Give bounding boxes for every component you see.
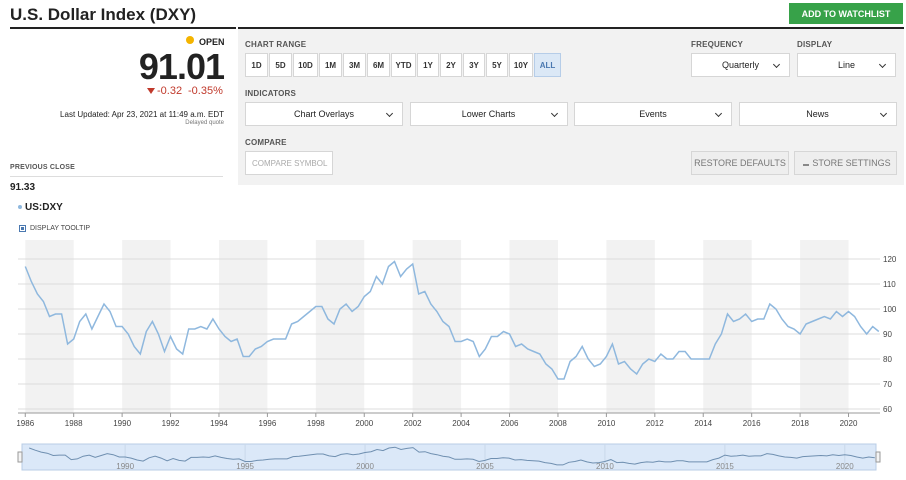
range-button[interactable]: 3M — [343, 53, 366, 77]
y-tick-label: 120 — [883, 255, 897, 264]
last-updated: Last Updated: Apr 23, 2021 at 11:49 a.m.… — [60, 110, 224, 119]
range-button[interactable]: 2Y — [440, 53, 462, 77]
change: -0.32 — [157, 85, 183, 97]
divider — [10, 176, 223, 177]
y-tick-label: 100 — [883, 305, 897, 314]
y-tick-label: 80 — [883, 355, 892, 364]
y-tick-label: 90 — [883, 330, 892, 339]
x-tick-label: 2000 — [355, 419, 373, 428]
x-tick-label: 1992 — [162, 419, 180, 428]
x-tick-label: 2016 — [743, 419, 761, 428]
navigator-tick-label: 2000 — [356, 462, 374, 471]
range-button[interactable]: 1Y — [417, 53, 439, 77]
frequency-dropdown[interactable]: Quarterly — [691, 53, 790, 77]
range-button[interactable]: 3Y — [463, 53, 485, 77]
x-tick-label: 1996 — [259, 419, 277, 428]
frequency-label: FREQUENCY — [691, 40, 744, 49]
x-tick-label: 1998 — [307, 419, 325, 428]
tooltip-toggle[interactable]: DISPLAY TOOLTIP — [30, 225, 91, 232]
navigator-line — [29, 446, 875, 466]
x-tick-label: 2012 — [646, 419, 664, 428]
navigator-tick-label: 2015 — [716, 462, 734, 471]
range-button[interactable]: 5D — [269, 53, 292, 77]
indicator-dropdown[interactable]: News — [738, 102, 897, 126]
band — [25, 240, 74, 413]
sun-icon — [186, 36, 194, 44]
x-tick-label: 1988 — [65, 419, 83, 428]
download-icon — [803, 158, 809, 166]
band — [122, 240, 171, 413]
watchlist-button[interactable]: ADD TO WATCHLIST — [789, 3, 903, 24]
band — [800, 240, 849, 413]
down-arrow — [147, 88, 155, 94]
band — [218, 240, 268, 413]
range-button[interactable]: 10Y — [509, 53, 533, 77]
compare-input[interactable]: COMPARE SYMBOL — [245, 151, 333, 175]
x-tick-label: 2008 — [549, 419, 567, 428]
chart-range-label: CHART RANGE — [245, 40, 307, 49]
range-button[interactable]: YTD — [391, 53, 416, 77]
divider — [238, 27, 904, 29]
x-tick-label: 1994 — [210, 419, 228, 428]
navigator-handle — [875, 451, 881, 463]
navigator-tick-label: 2010 — [596, 462, 614, 471]
x-tick-label: 2002 — [404, 419, 422, 428]
navigator-tick-label: 1990 — [116, 462, 134, 471]
x-tick-label: 2020 — [840, 419, 858, 428]
previous-close: 91.33 — [10, 182, 36, 193]
line-series — [24, 260, 880, 380]
indicators-label: INDICATORS — [245, 89, 297, 98]
previous-close-label: PREVIOUS CLOSE — [10, 164, 76, 171]
range-button[interactable]: 10D — [293, 53, 318, 77]
band — [412, 240, 462, 413]
x-tick-label: 2006 — [501, 419, 519, 428]
y-tick-label: 110 — [883, 280, 896, 289]
change-percent: -0.35% — [188, 85, 223, 97]
display-dropdown[interactable]: Line — [797, 53, 896, 77]
x-tick-label: 1986 — [16, 419, 34, 428]
y-tick-label: 70 — [883, 380, 892, 389]
page-title: U.S. Dollar Index (DXY) — [10, 5, 197, 24]
navigator — [21, 443, 877, 471]
indicator-dropdown[interactable]: Lower Charts — [409, 102, 568, 126]
divider — [10, 27, 236, 29]
navigator-tick-label: 2020 — [836, 462, 854, 471]
x-tick-label: 2014 — [694, 419, 712, 428]
band — [509, 240, 558, 413]
range-button[interactable]: ALL — [534, 53, 561, 77]
x-tick-label: 2004 — [452, 419, 470, 428]
legend-entry: US:DXY — [25, 202, 63, 213]
display-label: DISPLAY — [797, 40, 833, 49]
band — [703, 240, 752, 413]
band — [606, 240, 655, 413]
x-tick-label: 1990 — [113, 419, 131, 428]
navigator-handle — [17, 451, 23, 463]
delay-note: Delayed quote — [185, 120, 224, 126]
indicator-dropdown[interactable]: Chart Overlays — [245, 102, 403, 126]
price: 91.01 — [138, 46, 225, 87]
navigator-tick-label: 2005 — [476, 462, 494, 471]
store-button[interactable]: STORE SETTINGS — [794, 151, 897, 175]
band — [315, 240, 365, 413]
market-status: OPEN — [199, 37, 225, 47]
indicator-dropdown[interactable]: Events — [574, 102, 732, 126]
x-tick-label: 2018 — [791, 419, 809, 428]
checkbox-fill — [21, 227, 24, 230]
legend-dot — [18, 205, 22, 209]
range-button[interactable]: 1M — [319, 53, 342, 77]
compare-label: COMPARE — [245, 138, 287, 147]
x-tick-label: 2010 — [597, 419, 615, 428]
range-button[interactable]: 5Y — [486, 53, 508, 77]
y-tick-label: 60 — [883, 405, 892, 414]
navigator-tick-label: 1995 — [236, 462, 254, 471]
range-button[interactable]: 6M — [367, 53, 390, 77]
restore-button[interactable]: RESTORE DEFAULTS — [691, 151, 789, 175]
range-button[interactable]: 1D — [245, 53, 268, 77]
